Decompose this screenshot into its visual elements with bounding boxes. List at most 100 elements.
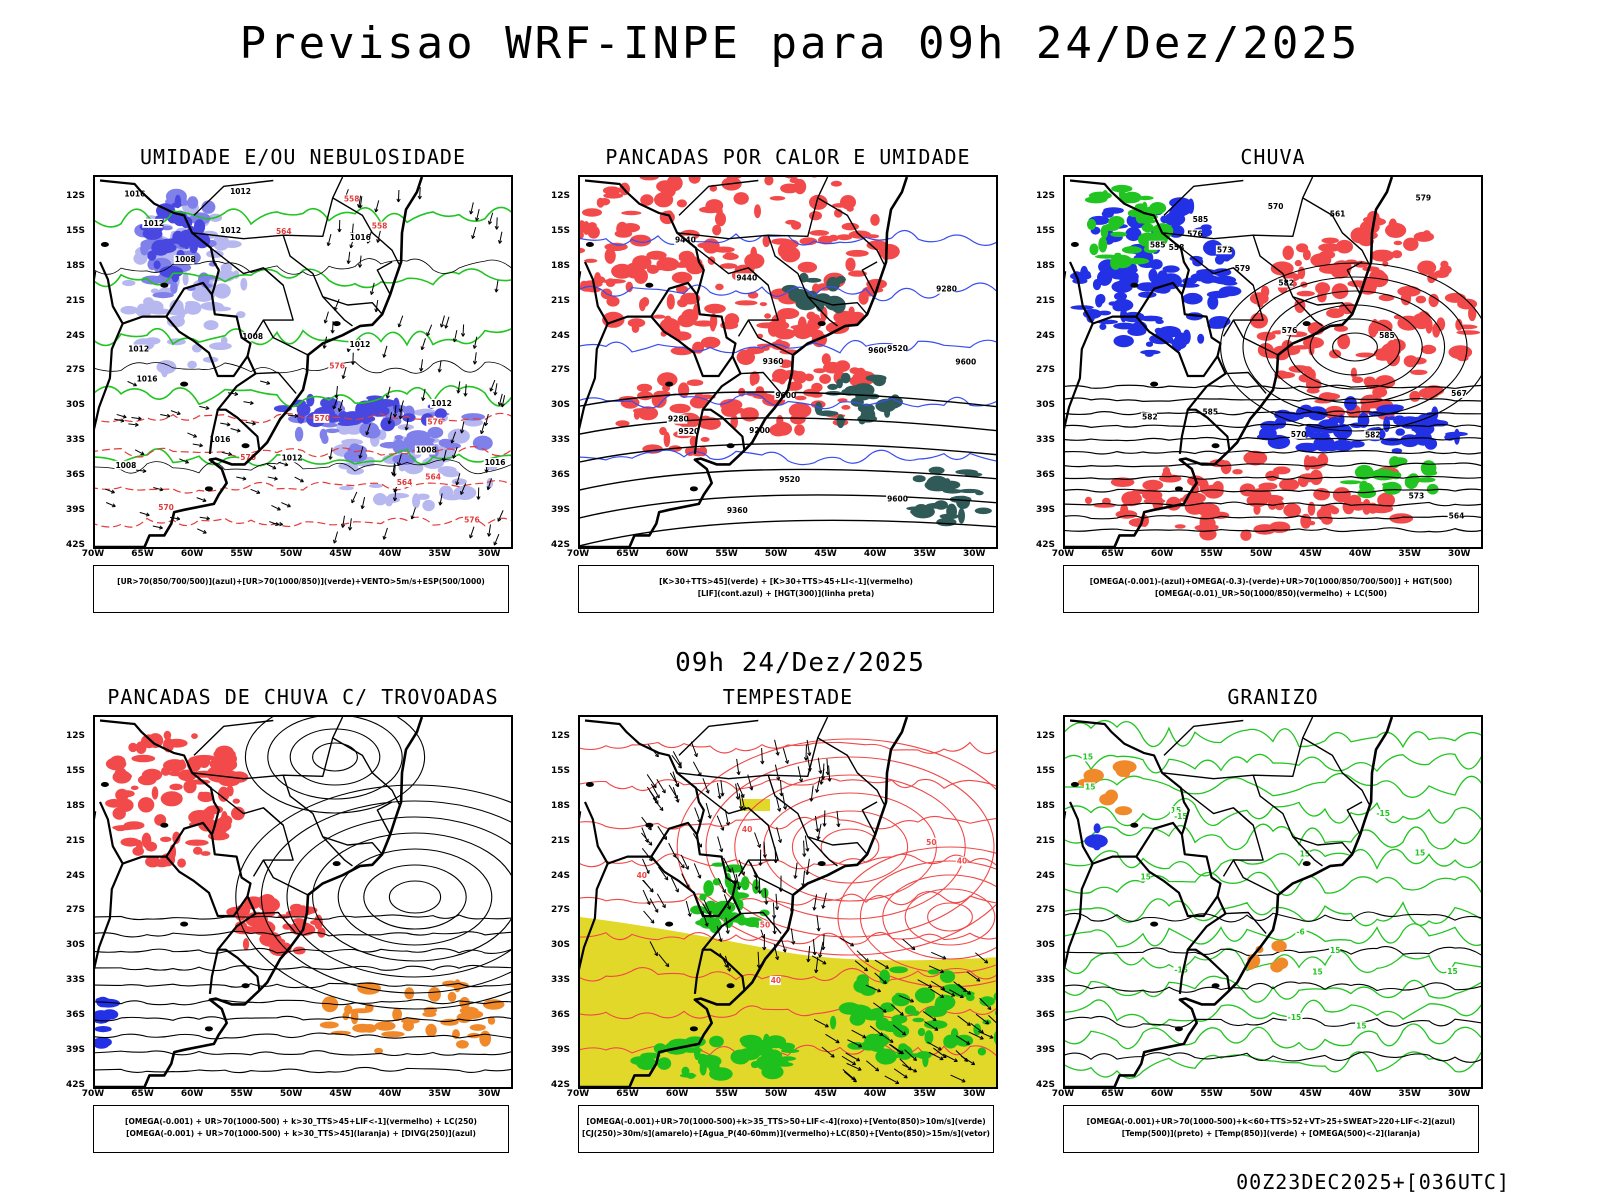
latitude-tick-label: 15S — [1036, 225, 1056, 236]
map-plot: 15 15 15 15 15 -15 -15 -15 -15 -6 15 15 15 15 15 — [1063, 715, 1483, 1089]
contour-labels: 9600960095209600952094409360928092009600… — [666, 235, 976, 515]
contour-label: 1012 — [349, 340, 370, 349]
contour-label: 1016 — [210, 435, 231, 444]
longitude-tick-label: 30W — [962, 549, 986, 559]
longitude-tick-label: 70W — [566, 549, 590, 559]
map-plot: 40 50 40 50 40 40 — [578, 715, 998, 1089]
latitude-tick-label: 42S — [551, 540, 571, 550]
longitude-tick-label: 30W — [477, 1089, 501, 1099]
contour-label: 564 — [425, 473, 441, 482]
latitude-tick-label: 21S — [66, 295, 86, 306]
contour-lines — [95, 258, 511, 475]
latitude-tick-label: 18S — [1036, 260, 1056, 271]
latitude-tick-label: 24S — [551, 330, 571, 341]
contour-label: 9520 — [779, 475, 800, 484]
longitude-tick-label: 60W — [180, 1089, 204, 1099]
latitude-tick-label: 33S — [66, 435, 86, 446]
longitude-tick-label: 40W — [863, 1089, 887, 1099]
panel-title: PANCADAS DE CHUVA C/ TROVOADAS — [107, 685, 499, 709]
latitude-tick-label: 42S — [1036, 540, 1056, 550]
contour-label: 585 — [1379, 331, 1395, 340]
contour-label: 9600 — [955, 357, 976, 366]
latitude-tick-label: 27S — [551, 365, 571, 376]
contour-label: 585 — [1193, 215, 1209, 224]
longitude-tick-label: 60W — [180, 549, 204, 559]
contour-label: 1012 — [128, 345, 149, 354]
contour-label: 1016 — [137, 374, 158, 383]
contour-label: 15 — [1083, 752, 1093, 761]
contour-label: 1012 — [220, 226, 241, 235]
contour-label: 15 — [1415, 848, 1425, 857]
latitude-tick-label: 15S — [1036, 765, 1056, 776]
longitude-tick-label: 50W — [764, 549, 788, 559]
longitude-tick-label: 70W — [566, 1089, 590, 1099]
longitude-tick-label: 40W — [378, 549, 402, 559]
latitude-tick-label: 12S — [66, 730, 86, 741]
longitude-tick-label: 40W — [863, 549, 887, 559]
contour-lines — [580, 229, 996, 466]
latitude-tick-label: 15S — [551, 765, 571, 776]
longitude-tick-label: 70W — [1051, 549, 1075, 559]
longitude-tick-label: 65W — [131, 549, 154, 559]
panel-legend: [UR>70(850/700/500)](azul)+[UR>70(1000/8… — [93, 565, 509, 613]
contour-label: 561 — [1330, 209, 1346, 218]
latitude-tick-label: 21S — [1036, 295, 1056, 306]
longitude-tick-label: 50W — [279, 1089, 303, 1099]
map-plot — [93, 715, 513, 1089]
contour-label: 9360 — [763, 357, 784, 366]
latitude-tick-label: 39S — [66, 505, 86, 516]
longitude-tick-label: 50W — [764, 1089, 788, 1099]
panel-title: CHUVA — [1240, 145, 1306, 169]
map-canvas: 1012 1012 1012 1008 1016 1016 1016 1016 1012 1008… — [95, 177, 511, 547]
latitude-tick-label: 24S — [551, 870, 571, 881]
latitude-tick-label: 27S — [66, 365, 86, 376]
contour-label: 15 — [1312, 967, 1322, 976]
wind-vectors — [811, 937, 996, 1085]
contour-label: 1008 — [175, 255, 196, 264]
contour-label: 1012 — [431, 399, 452, 408]
longitude-tick-label: 35W — [428, 1089, 451, 1099]
contour-lines — [1065, 384, 1481, 533]
latitude-tick-label: 12S — [1036, 190, 1056, 201]
contour-labels: 40 50 40 50 40 40 — [635, 825, 967, 986]
latitude-tick-label: 39S — [551, 505, 571, 516]
longitude-tick-label: 30W — [1447, 549, 1471, 559]
contour-label: 40 — [771, 976, 781, 985]
contour-label: 558 — [372, 222, 388, 231]
contour-label: 9360 — [727, 506, 748, 515]
longitude-tick-label: 55W — [1200, 1089, 1223, 1099]
latitude-tick-label: 12S — [551, 730, 571, 741]
latitude-tick-label: 36S — [551, 1010, 571, 1021]
latitude-tick-label: 42S — [66, 540, 86, 550]
shaded-area — [690, 862, 770, 934]
map-plot: 1012 1012 1012 1008 1016 1016 1016 1016 1012 1008… — [93, 175, 513, 549]
panel-title: GRANIZO — [1227, 685, 1319, 709]
contour-label: 15 — [1356, 1022, 1366, 1031]
contour-label: 9280 — [936, 285, 957, 294]
shaded-area — [95, 996, 121, 1049]
bottom-row-title: 09h 24/Dez/2025 — [675, 648, 925, 678]
latitude-tick-label: 18S — [66, 260, 86, 271]
contour-label: 15 — [1171, 806, 1181, 815]
latitude-tick-label: 18S — [66, 800, 86, 811]
latitude-tick-label: 39S — [551, 1045, 571, 1056]
latitude-tick-label: 15S — [551, 225, 571, 236]
latitude-tick-label: 21S — [551, 295, 571, 306]
latitude-tick-label: 27S — [551, 905, 571, 916]
contour-label: 576 — [1187, 229, 1203, 238]
latitude-tick-label: 42S — [551, 1080, 571, 1090]
longitude-tick-label: 30W — [477, 549, 501, 559]
longitude-tick-label: 45W — [1299, 549, 1322, 559]
latitude-tick-label: 30S — [551, 400, 571, 411]
longitude-tick-label: 45W — [329, 1089, 352, 1099]
latitude-tick-label: 18S — [551, 800, 571, 811]
longitude-tick-label: 65W — [1101, 1089, 1124, 1099]
contour-label: 558 — [344, 195, 360, 204]
contour-label: -15 — [1174, 966, 1188, 975]
map-canvas: 9600960095209600952094409360928092009600… — [580, 177, 996, 547]
contour-label: 50 — [760, 921, 770, 930]
longitude-tick-label: 40W — [1348, 549, 1372, 559]
longitude-tick-label: 35W — [913, 1089, 936, 1099]
map-canvas: 40 50 40 50 40 40 — [580, 717, 996, 1087]
